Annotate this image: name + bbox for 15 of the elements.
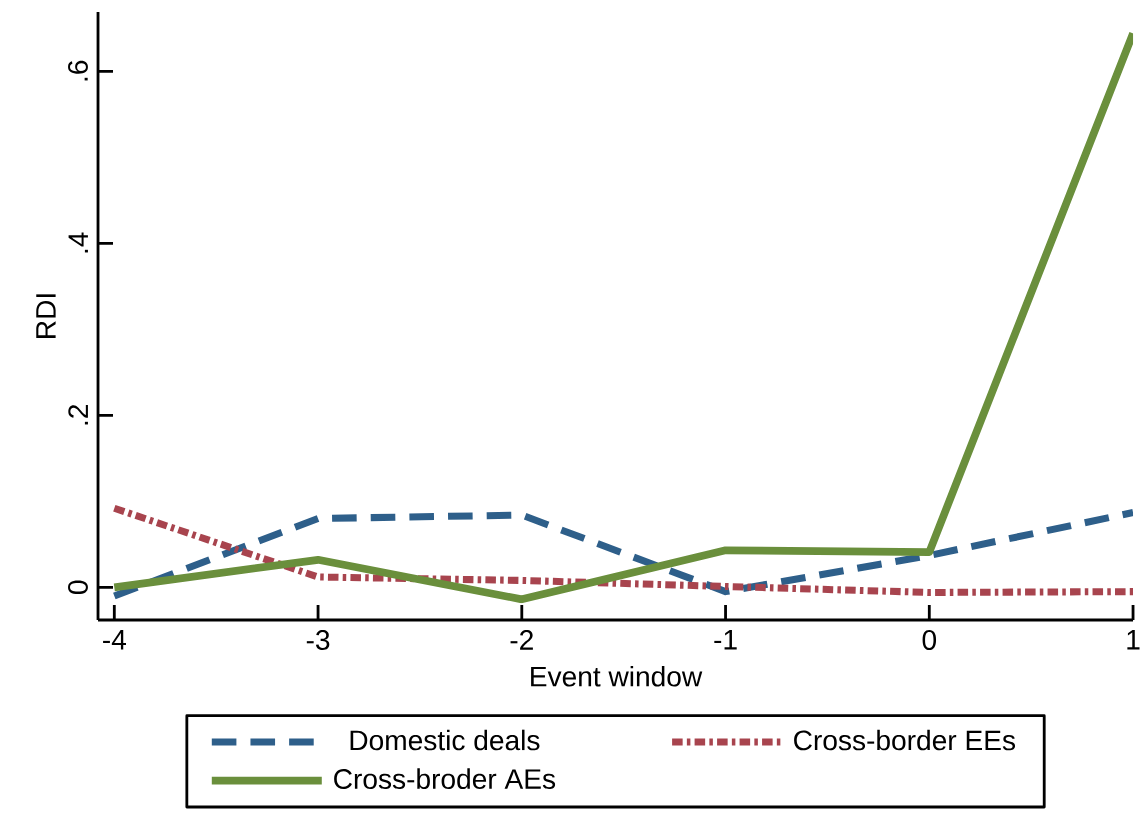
legend-label: Cross-broder AEs [334, 768, 556, 790]
x-tick-label: -1 [714, 630, 737, 650]
x-tick-label: -3 [306, 630, 330, 650]
legend-label: Cross-border EEs [794, 729, 1016, 751]
x-tick-label: 0 [922, 630, 937, 650]
x-tick-label: -2 [510, 630, 533, 650]
y-tick-label: 0 [68, 580, 88, 595]
x-axis-title: Event window [531, 665, 703, 687]
legend-label: Domestic deals [350, 729, 540, 751]
y-tick-label: .6 [68, 60, 88, 81]
x-tick-label: 1 [1127, 630, 1140, 650]
y-axis-title: RDI [36, 294, 56, 338]
y-tick-label: .2 [68, 405, 88, 425]
y-tick-label: .4 [68, 232, 88, 253]
x-tick-label: -4 [103, 630, 126, 650]
